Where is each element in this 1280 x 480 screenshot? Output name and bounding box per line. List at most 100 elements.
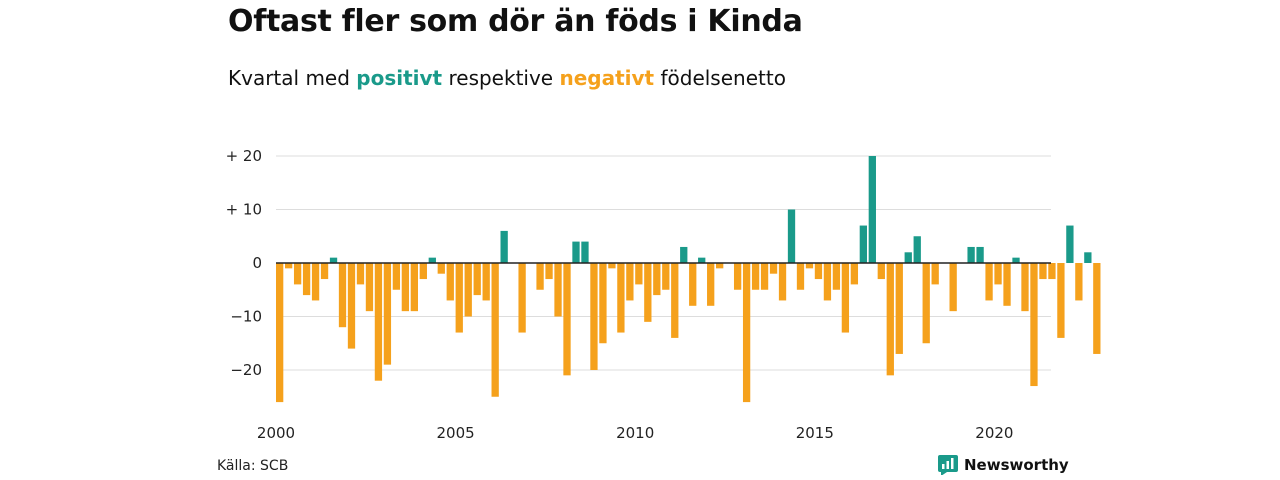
bar [347,263,356,349]
bar [1021,263,1029,312]
bar [877,263,885,280]
bar [401,263,410,312]
bar [751,263,760,290]
bar [1012,257,1020,263]
bar [383,263,392,365]
bar [500,230,508,263]
axes: + 20 + 10 0 −10 −20 2000 2005 2010 2015 2020 [226,147,1051,442]
bar [787,209,796,263]
x-tick-label: 2000 [257,424,295,442]
bar [994,263,1002,285]
bar [949,263,957,312]
brand-name: Newsworthy [964,456,1069,474]
bar [320,263,329,280]
bar [464,263,472,317]
x-tick-label: 2005 [437,424,475,442]
bar [1075,263,1083,301]
bar [554,263,562,317]
chart-subtitle: Kvartal med positivt respektive negativt… [228,66,786,90]
bar [599,263,607,344]
bar [410,263,418,312]
newsworthy-logo-icon [938,455,958,475]
subtitle-text-middle: respektive [442,66,560,90]
legend-negative-label: negativt [559,66,655,90]
bar [716,263,724,269]
bar [635,263,643,285]
bar [644,263,652,322]
bar [374,263,383,381]
bar [392,263,401,290]
bar [985,263,993,301]
bar [653,263,661,296]
bar [581,241,589,263]
source-note: Källa: SCB [217,458,289,474]
bar [832,263,841,290]
bar [311,263,320,301]
bar [284,263,293,269]
bar [536,263,544,290]
bar [931,263,939,285]
bar [626,263,634,301]
bar [868,156,876,263]
y-tick-label: + 20 [226,147,262,165]
bar [329,257,338,263]
bar [1066,225,1074,263]
x-tick-label: 2010 [616,424,654,442]
bar [769,263,778,274]
bar [886,263,894,376]
bar [617,263,625,333]
bar [760,263,769,290]
bar [482,263,490,301]
bar [608,263,616,269]
bar [895,263,903,354]
y-tick-label: + 10 [226,201,262,219]
bar [814,263,823,280]
bar [491,263,499,397]
bar [904,252,912,263]
bar [662,263,670,290]
bar [680,246,688,263]
bar [518,263,526,333]
bar [437,263,445,274]
bar [796,263,805,290]
bar [1093,263,1101,354]
bar [733,263,742,290]
bar [446,263,454,301]
bar [1057,263,1065,338]
subtitle-text-start: Kvartal med [228,66,357,90]
bar [859,225,867,263]
y-tick-label: −20 [230,361,262,379]
bar [841,263,850,333]
bar [1003,263,1011,306]
bar [823,263,832,301]
bar [976,246,984,263]
bar [707,263,715,306]
bar [563,263,571,376]
bar [545,263,553,280]
bar [922,263,930,344]
bar [698,257,706,263]
bar [805,263,814,269]
y-tick-label: 0 [252,254,262,272]
bar [302,263,311,296]
bar [778,263,787,301]
legend-positive-label: positivt [356,66,443,90]
bar [572,241,580,263]
bar [276,263,284,403]
bar [689,263,697,306]
bars [276,156,1101,403]
bar [293,263,302,285]
bar [967,246,975,263]
bar [1084,252,1092,263]
bar [1039,263,1047,280]
chart-title: Oftast fler som dör än föds i Kinda [228,4,803,39]
bar [913,236,921,263]
bar [365,263,374,312]
bar [428,257,436,263]
bar [419,263,427,280]
bar [1030,263,1038,387]
bar [850,263,859,285]
bar [455,263,463,333]
bar [590,263,598,370]
